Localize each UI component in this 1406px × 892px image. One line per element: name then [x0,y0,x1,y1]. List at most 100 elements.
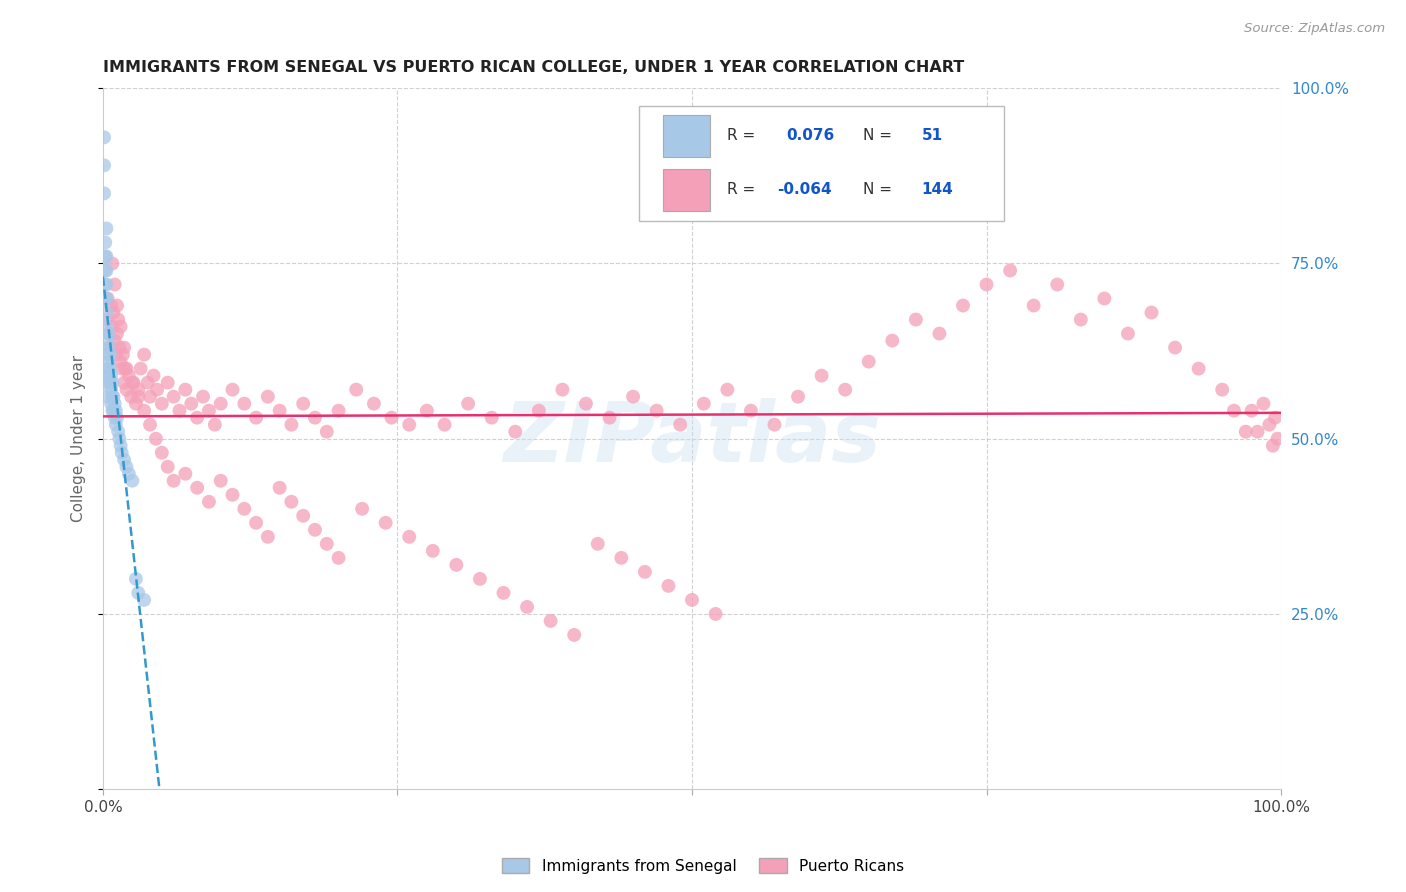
Point [599,410,621,425]
Point [110,354,132,368]
Point [101,390,124,404]
Point [1070,312,1092,326]
Point [1211,383,1233,397]
Point [118,368,141,383]
Bar [662,169,710,211]
Point [209,397,232,411]
Point [98,376,121,390]
Point [101,376,124,390]
Point [204,417,226,432]
Point [740,403,762,417]
Point [257,530,280,544]
Point [156,459,179,474]
Point [516,599,538,614]
Point [96,292,118,306]
Point [1188,361,1211,376]
Text: IMMIGRANTS FROM SENEGAL VS PUERTO RICAN COLLEGE, UNDER 1 YEAR CORRELATION CHART: IMMIGRANTS FROM SENEGAL VS PUERTO RICAN … [103,60,965,75]
Point [174,467,197,481]
Point [103,390,125,404]
Point [103,305,125,319]
Point [97,341,120,355]
Text: Source: ZipAtlas.com: Source: ZipAtlas.com [1244,22,1385,36]
Point [1022,299,1045,313]
Point [191,390,214,404]
Point [94,263,117,277]
Bar [662,115,710,157]
Point [787,390,810,404]
Point [142,368,165,383]
Point [108,432,131,446]
Point [1264,410,1286,425]
Point [610,550,633,565]
Point [110,439,132,453]
Point [97,326,120,341]
Point [315,537,337,551]
Text: N =: N = [863,182,891,197]
Point [98,361,121,376]
Point [96,250,118,264]
Point [125,397,148,411]
Point [107,425,129,439]
Point [328,550,350,565]
Point [110,319,132,334]
Point [481,410,503,425]
Text: -0.064: -0.064 [778,182,831,197]
Point [96,263,118,277]
Point [398,530,420,544]
Point [127,383,149,397]
Point [280,417,302,432]
Point [1092,292,1115,306]
Y-axis label: College, Under 1 year: College, Under 1 year [72,355,86,523]
Point [118,467,141,481]
Point [112,376,135,390]
Point [150,397,173,411]
Point [127,586,149,600]
Point [112,452,135,467]
Point [96,277,118,292]
Point [858,354,880,368]
Point [111,446,134,460]
Point [657,579,679,593]
Point [139,417,162,432]
Point [156,376,179,390]
Point [621,390,644,404]
Point [174,383,197,397]
Point [101,319,124,334]
Point [115,459,138,474]
Point [315,425,337,439]
Point [928,326,950,341]
Point [245,516,267,530]
Point [97,368,120,383]
Point [446,558,468,572]
Point [233,501,256,516]
FancyBboxPatch shape [638,106,1004,221]
Point [127,390,149,404]
Point [269,481,291,495]
Point [681,593,703,607]
Point [904,312,927,326]
Point [121,376,143,390]
Point [97,334,120,348]
Point [457,397,479,411]
Point [97,326,120,341]
Point [150,446,173,460]
Point [527,403,550,417]
Point [94,277,117,292]
Point [634,565,657,579]
Point [1116,326,1139,341]
Point [380,410,402,425]
Point [114,361,136,376]
Point [96,312,118,326]
Point [94,250,117,264]
Point [97,354,120,368]
Point [1267,432,1289,446]
Point [304,523,326,537]
Point [96,305,118,319]
Point [169,403,191,417]
Point [586,537,609,551]
Point [292,397,315,411]
Point [103,403,125,417]
Point [416,403,439,417]
Point [97,292,120,306]
Point [120,390,142,404]
